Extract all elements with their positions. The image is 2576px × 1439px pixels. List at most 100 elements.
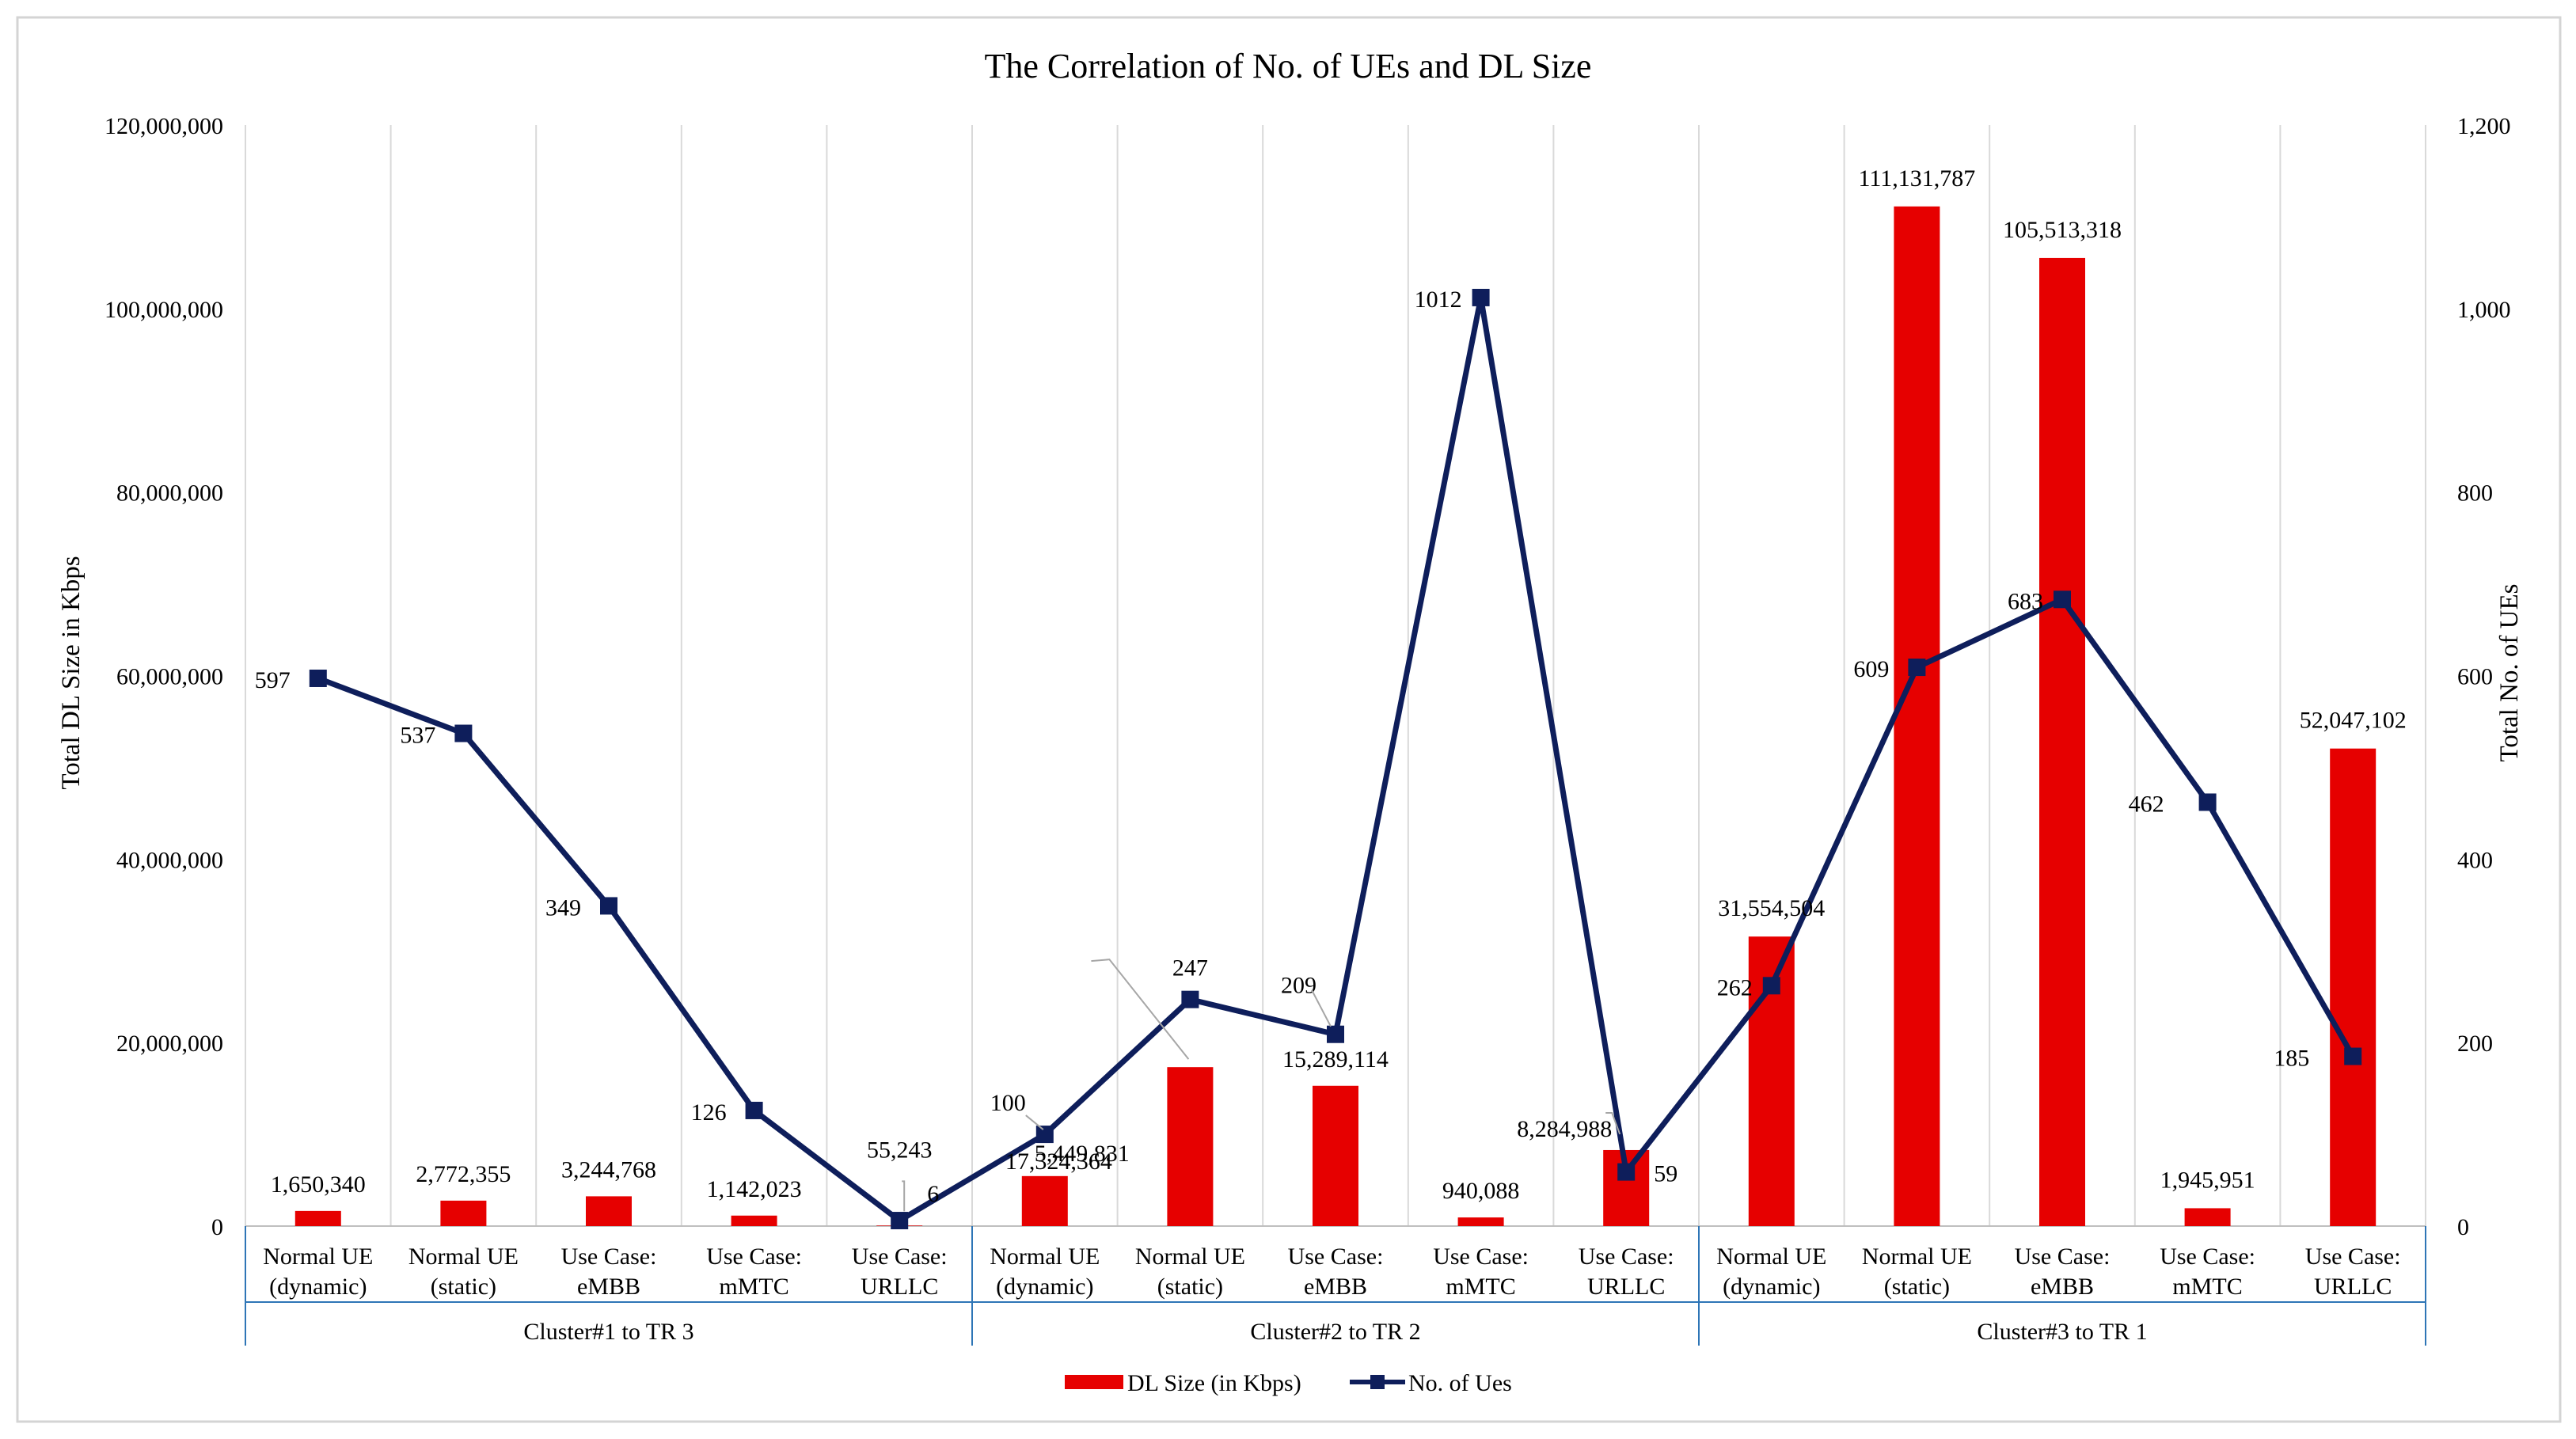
bar-value-label: 105,513,318 xyxy=(2003,217,2122,243)
bar-layer xyxy=(294,206,2377,1226)
group-label: Cluster#2 to TR 2 xyxy=(1250,1319,1420,1345)
y-tick-left: 80,000,000 xyxy=(116,480,223,507)
bar-value-label: 1,945,951 xyxy=(2160,1167,2255,1193)
x-tick-label: Use Case: eMBB xyxy=(2015,1243,2111,1300)
legend-line-label: No. of Ues xyxy=(1408,1370,1512,1396)
x-tick-label: Normal UE (dynamic) xyxy=(263,1243,373,1300)
line-marker xyxy=(1908,659,1926,677)
line-value-label: 262 xyxy=(1717,974,1753,1000)
y-tick-left: 40,000,000 xyxy=(116,847,223,873)
group-label: Cluster#3 to TR 1 xyxy=(1977,1319,2147,1345)
line-value-label: 247 xyxy=(1172,955,1208,981)
line-value-label: 126 xyxy=(691,1099,727,1126)
x-tick-label: Use Case: eMBB xyxy=(1288,1243,1384,1300)
line-value-label: 609 xyxy=(1853,656,1889,682)
label-layer: 1,650,340 2,772,355 3,244,768 1,142,023 55,2… xyxy=(255,165,2407,1212)
bar-value-label: 1,142,023 xyxy=(707,1176,802,1202)
bar-value-label: 8,284,988 xyxy=(1517,1116,1612,1142)
bar-value-label: 17,324,364 xyxy=(1005,1149,1112,1175)
y-tick-left: 120,000,000 xyxy=(104,113,223,139)
y-axis-left-label: Total DL Size in Kbps xyxy=(57,556,85,789)
bar-value-label: 3,244,768 xyxy=(561,1156,656,1183)
x-tick-label: Normal UE (static) xyxy=(1135,1243,1245,1300)
bar xyxy=(1457,1217,1504,1226)
x-tick-label: Use Case: mMTC xyxy=(706,1243,802,1300)
bar xyxy=(440,1200,487,1226)
line-marker xyxy=(1762,977,1780,995)
bar-value-label: 55,243 xyxy=(867,1137,933,1163)
line-label-leader xyxy=(1311,989,1332,1027)
grid-layer xyxy=(245,125,2426,1226)
bar-value-label: 31,554,504 xyxy=(1718,895,1825,921)
bar-value-label: 940,088 xyxy=(1442,1178,1520,1204)
bar-value-label: 15,289,114 xyxy=(1282,1046,1389,1073)
line-value-label: 6 xyxy=(927,1181,939,1207)
x-tick-label: Use Case: eMBB xyxy=(561,1243,657,1300)
x-tick-label: Use Case: URLLC xyxy=(1579,1243,1674,1300)
line-marker xyxy=(309,669,327,687)
y-tick-right: 600 xyxy=(2457,664,2493,690)
line-marker xyxy=(2054,590,2071,609)
line-value-label: 597 xyxy=(255,667,291,693)
line-value-label: 59 xyxy=(1654,1161,1677,1187)
line-value-label: 349 xyxy=(545,894,581,921)
y-tick-right: 0 xyxy=(2457,1214,2469,1240)
bar xyxy=(2184,1208,2231,1226)
line-value-label: 683 xyxy=(2008,588,2043,614)
line-value-label: 537 xyxy=(400,723,435,749)
x-tick-label: Normal UE (dynamic) xyxy=(990,1243,1100,1300)
y-tick-right: 1,000 xyxy=(2457,297,2511,323)
legend-bar-label: DL Size (in Kbps) xyxy=(1127,1370,1301,1396)
axis-layer: 0 20,000,000 40,000,000 60,000,000 80,000,00… xyxy=(104,113,2511,1346)
line-marker xyxy=(454,724,473,742)
line-value-label: 1012 xyxy=(1415,287,1462,313)
y-tick-left: 100,000,000 xyxy=(104,297,223,323)
bar-value-label: 1,650,340 xyxy=(271,1171,366,1198)
line-marker xyxy=(2344,1047,2362,1065)
line-value-label: 462 xyxy=(2129,791,2164,817)
line-value-label: 185 xyxy=(2274,1046,2309,1072)
bar-value-label: 111,131,787 xyxy=(1859,165,1976,192)
chart-border xyxy=(16,16,2562,1423)
y-tick-left: 60,000,000 xyxy=(116,664,223,690)
line-marker xyxy=(745,1101,763,1119)
line-marker xyxy=(1617,1163,1636,1181)
x-tick-label: Use Case: mMTC xyxy=(1433,1243,1529,1300)
bar-value-label: 2,772,355 xyxy=(416,1161,511,1187)
legend-line-marker xyxy=(1370,1375,1385,1389)
y-tick-left: 0 xyxy=(211,1214,223,1240)
bar xyxy=(1313,1085,1358,1226)
line-marker xyxy=(1472,288,1490,306)
bar xyxy=(731,1215,777,1226)
bar-label-leader xyxy=(1605,1111,1621,1135)
x-tick-label: Use Case: URLLC xyxy=(2305,1243,2401,1300)
line-value-label: 100 xyxy=(990,1090,1026,1116)
group-label: Cluster#1 to TR 3 xyxy=(523,1319,693,1345)
bar-label-leader xyxy=(1091,959,1190,1060)
legend-bar-swatch xyxy=(1065,1375,1123,1389)
line-marker xyxy=(1035,1126,1054,1144)
bar xyxy=(1167,1067,1214,1226)
line-marker xyxy=(2198,793,2217,811)
bar xyxy=(1894,206,1940,1226)
line-value-label: 209 xyxy=(1281,973,1316,999)
x-tick-label: Normal UE (dynamic) xyxy=(1716,1243,1826,1300)
bar xyxy=(2039,257,2085,1226)
y-tick-left: 20,000,000 xyxy=(116,1031,223,1057)
x-tick-label: Normal UE (static) xyxy=(1862,1243,1972,1300)
bar-label-leader xyxy=(902,1180,906,1212)
legend: DL Size (in Kbps) No. of Ues xyxy=(1065,1370,1512,1396)
bar-value-label: 5,449,831 xyxy=(1035,1141,1130,1167)
bar xyxy=(1021,1175,1068,1226)
bar-value-label: 52,047,102 xyxy=(2300,708,2407,734)
line-label-leader xyxy=(1025,1114,1044,1130)
y-tick-right: 200 xyxy=(2457,1031,2493,1057)
y-tick-right: 400 xyxy=(2457,847,2493,873)
bar xyxy=(294,1210,341,1226)
x-tick-label: Normal UE (static) xyxy=(408,1243,519,1300)
line-marker xyxy=(1181,990,1199,1008)
line-marker xyxy=(1327,1025,1344,1043)
bar xyxy=(586,1196,632,1226)
